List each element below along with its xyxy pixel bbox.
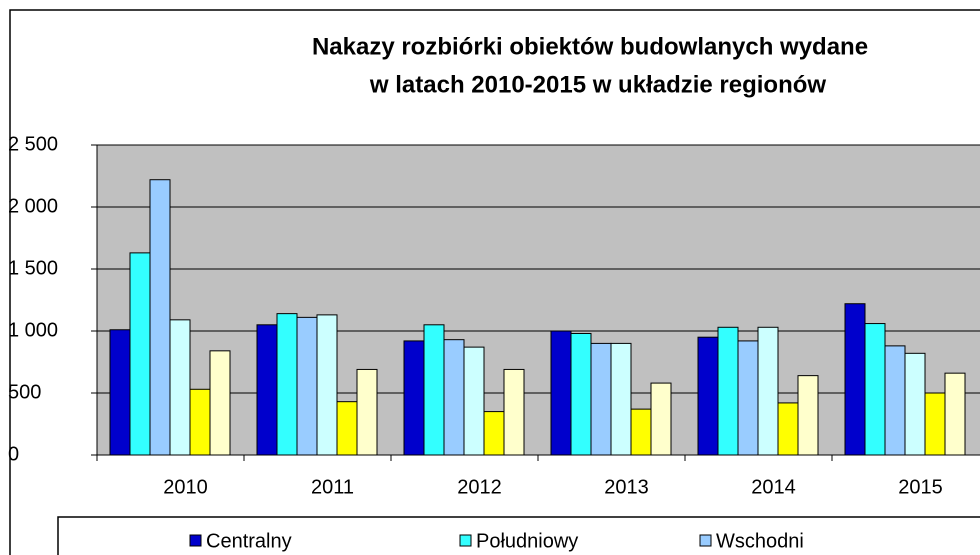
bar xyxy=(129,252,151,456)
bar xyxy=(717,326,739,456)
bar xyxy=(924,392,946,456)
bar xyxy=(443,339,465,456)
legend xyxy=(57,516,980,555)
bar xyxy=(256,324,278,456)
chart-title: Nakazy rozbiórki obiektów budowlanych wy… xyxy=(312,33,868,60)
bar xyxy=(650,382,672,456)
bar xyxy=(149,179,171,456)
bar xyxy=(570,332,592,456)
bar xyxy=(757,326,779,456)
legend-swatch xyxy=(189,534,202,547)
bar xyxy=(904,352,926,456)
legend-swatch xyxy=(459,534,472,547)
y-tick-label: 0 xyxy=(8,443,19,465)
bar xyxy=(336,401,358,456)
y-tick-label: 2 000 xyxy=(8,195,58,217)
bar xyxy=(844,303,866,456)
bar xyxy=(610,342,632,456)
bar xyxy=(864,323,886,456)
bar xyxy=(209,350,231,456)
legend-label: Południowy xyxy=(476,530,578,552)
legend-label: Centralny xyxy=(206,530,292,552)
bar xyxy=(423,324,445,456)
y-tick-label: 500 xyxy=(8,381,41,403)
x-tick-label: 2011 xyxy=(311,476,354,498)
bar xyxy=(697,336,719,456)
bar xyxy=(296,316,318,456)
bar xyxy=(777,402,799,456)
bar xyxy=(403,340,425,456)
bar xyxy=(276,313,298,456)
plot-area xyxy=(97,145,980,455)
chart-title: w latach 2010-2015 w układzie regionów xyxy=(369,71,827,98)
bar xyxy=(884,345,906,456)
bar xyxy=(737,340,759,456)
bar xyxy=(189,388,211,456)
y-tick-label: 1 500 xyxy=(8,257,58,279)
x-tick-label: 2012 xyxy=(457,476,502,498)
bar xyxy=(109,329,131,456)
bar xyxy=(356,368,378,456)
bar xyxy=(316,314,338,456)
x-tick-label: 2010 xyxy=(163,476,208,498)
y-tick-label: 2 500 xyxy=(8,133,58,155)
bar xyxy=(797,375,819,456)
x-tick-label: 2014 xyxy=(751,476,796,498)
bar xyxy=(483,411,505,456)
bar xyxy=(590,342,612,456)
bar xyxy=(463,346,485,456)
bar xyxy=(503,368,525,456)
legend-label: Wschodni xyxy=(716,530,804,552)
bar xyxy=(169,319,191,456)
y-tick-label: 1 000 xyxy=(8,319,58,341)
legend-swatch xyxy=(699,534,712,547)
bar xyxy=(550,330,572,456)
bar xyxy=(944,372,966,456)
bar xyxy=(630,408,652,456)
x-tick-label: 2013 xyxy=(604,476,649,498)
x-tick-label: 2015 xyxy=(898,476,943,498)
